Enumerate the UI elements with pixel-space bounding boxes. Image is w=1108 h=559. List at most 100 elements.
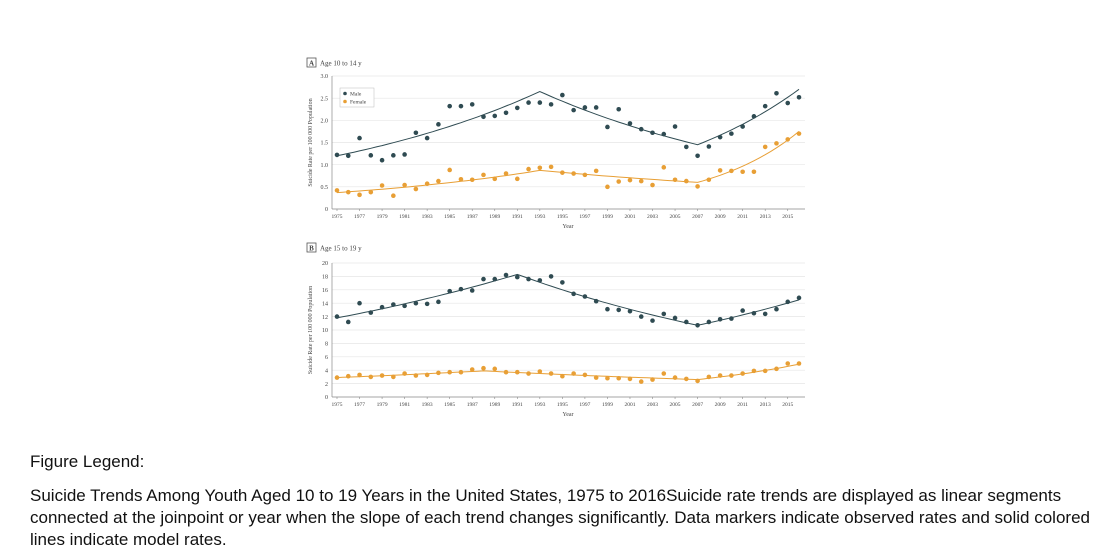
x-tick-label: 2003 (647, 214, 658, 220)
y-tick-label: 20 (322, 261, 328, 267)
data-point (458, 176, 464, 182)
data-point (661, 371, 667, 376)
x-tick-label: 1993 (534, 402, 545, 408)
data-point (751, 368, 757, 374)
x-tick-label: 1975 (332, 402, 343, 408)
data-point (424, 301, 430, 307)
data-point (537, 369, 543, 374)
data-point (334, 188, 340, 193)
data-point (503, 272, 509, 278)
y-tick-label: 6 (325, 355, 328, 361)
data-point (661, 165, 667, 170)
data-point (503, 110, 509, 116)
data-point (627, 177, 633, 183)
data-point (717, 373, 723, 378)
panel-title: Age 10 to 14 y (320, 60, 362, 68)
data-point (729, 168, 734, 174)
x-tick-label: 1979 (377, 214, 388, 220)
data-point (571, 171, 576, 176)
x-tick-label: 1987 (467, 214, 478, 220)
data-point (391, 374, 396, 380)
x-tick-label: 2001 (624, 214, 635, 220)
data-point (514, 274, 520, 280)
x-tick-label: 2009 (715, 214, 726, 220)
data-point (684, 376, 689, 382)
data-point (447, 288, 452, 294)
legend-label: Male (350, 92, 362, 98)
data-point (334, 314, 340, 319)
x-tick-label: 1981 (399, 402, 410, 408)
data-point (650, 182, 655, 188)
data-point (695, 323, 700, 328)
data-point (560, 92, 565, 98)
x-tick-label: 1979 (377, 402, 388, 408)
data-point (751, 169, 757, 175)
model-line-male (336, 88, 800, 157)
data-point (638, 126, 644, 132)
x-tick-label: 2007 (692, 214, 703, 220)
x-tick-label: 1981 (399, 214, 410, 220)
x-tick-label: 2001 (624, 402, 635, 408)
data-point (593, 298, 599, 304)
data-point (672, 177, 678, 183)
x-tick-label: 2013 (760, 214, 771, 220)
data-point (616, 179, 622, 184)
data-point (740, 308, 745, 313)
y-tick-label: 12 (322, 315, 328, 321)
data-point (526, 276, 531, 282)
data-point (616, 307, 622, 313)
x-tick-label: 2011 (737, 402, 748, 408)
data-point (684, 319, 689, 325)
data-point (379, 183, 385, 188)
data-point (436, 178, 441, 184)
x-tick-label: 2015 (782, 402, 793, 408)
data-point (447, 167, 452, 173)
figure-legend-text: Suicide Trends Among Youth Aged 10 to 19… (30, 486, 1090, 549)
x-tick-label: 1997 (579, 402, 590, 408)
x-tick-label: 1985 (444, 214, 455, 220)
x-tick-label: 1983 (422, 402, 433, 408)
data-point (424, 181, 430, 187)
y-tick-label: 3.0 (321, 74, 329, 80)
data-point (762, 103, 768, 109)
x-tick-label: 2009 (715, 402, 726, 408)
data-point (402, 182, 407, 188)
x-tick-label: 2005 (670, 402, 681, 408)
data-point (627, 376, 633, 382)
data-point (481, 172, 486, 178)
data-point (447, 103, 452, 109)
y-tick-label: 2.5 (321, 96, 329, 102)
data-point (413, 130, 419, 136)
model-line-series-1 (336, 363, 800, 381)
data-point (582, 294, 588, 299)
data-point (368, 374, 374, 380)
data-point (650, 377, 655, 382)
y-tick-label: 0 (325, 395, 328, 401)
data-point (785, 137, 791, 142)
data-point (391, 153, 396, 158)
data-point (503, 369, 509, 375)
data-point (526, 371, 531, 376)
x-tick-label: 1999 (602, 214, 613, 220)
y-tick-label: 0.5 (321, 185, 329, 191)
y-tick-label: 18 (322, 275, 328, 281)
data-point (469, 177, 475, 183)
data-point (774, 90, 779, 96)
data-point (706, 144, 712, 149)
data-point (334, 375, 340, 380)
data-point (785, 361, 791, 366)
data-point (650, 318, 655, 323)
data-point (571, 371, 576, 376)
data-point (492, 176, 498, 182)
data-point (334, 152, 340, 158)
chart-panel-b: B Age 15 to 19 y 0 2 4 6 8 10 12 14 16 18 20 1975 1977… (306, 242, 805, 418)
data-point (458, 286, 464, 292)
data-point (684, 144, 689, 150)
data-point (357, 300, 362, 306)
data-point (469, 102, 475, 107)
data-point (638, 178, 644, 184)
data-point (582, 172, 588, 178)
data-point (796, 131, 802, 136)
data-point (402, 152, 407, 157)
y-tick-label: 16 (322, 288, 328, 294)
